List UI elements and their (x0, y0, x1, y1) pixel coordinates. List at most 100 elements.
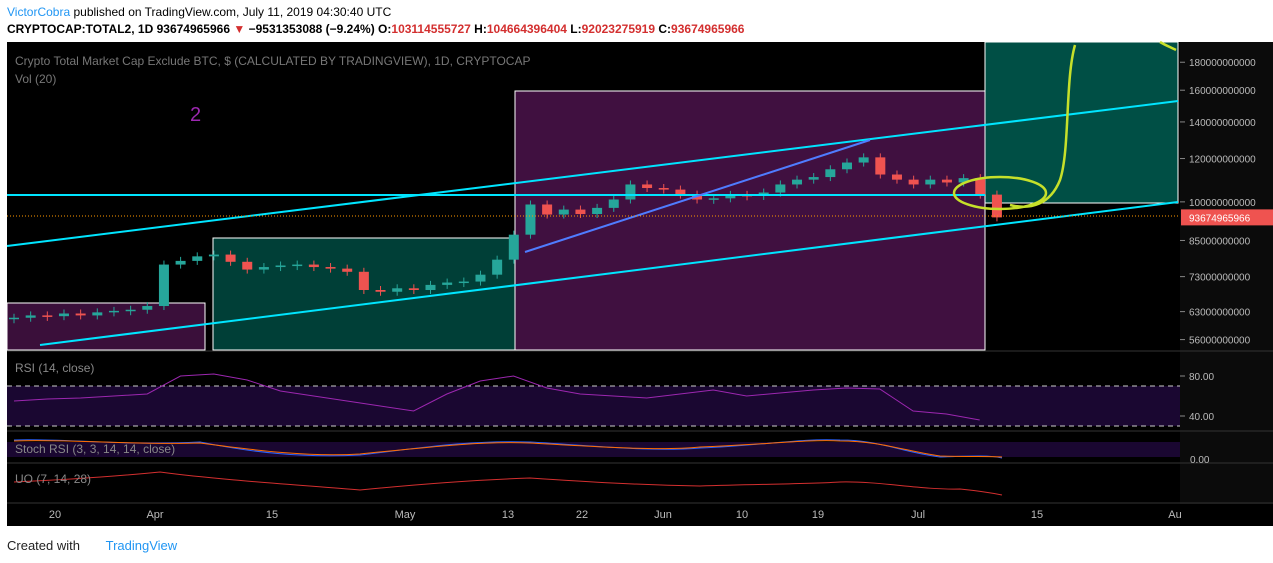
footer: Created with TradingView (7, 538, 177, 553)
author[interactable]: VictorCobra (7, 5, 71, 19)
uo-label: UO (7, 14, 28) (15, 472, 91, 486)
volume-label: Vol (20) (15, 72, 56, 86)
x-tick-label: 13 (502, 509, 514, 521)
l-label: L: (570, 22, 582, 36)
open: 103114555727 (391, 22, 471, 36)
y-tick-label: 80.00 (1189, 372, 1214, 383)
box (984, 41, 1179, 204)
y-tick-label: 140000000000 (1189, 118, 1256, 129)
box (514, 90, 986, 351)
candle (941, 179, 952, 183)
candle (658, 188, 669, 190)
candle (42, 315, 53, 317)
close: 93674965966 (671, 22, 745, 36)
x-tick-label: 10 (736, 509, 748, 521)
x-tick-label: 15 (1031, 509, 1043, 521)
candle (875, 157, 886, 175)
candle (525, 204, 536, 235)
candle (891, 174, 902, 180)
candle (825, 169, 836, 178)
annotation: 2 (190, 104, 201, 126)
candle (275, 265, 286, 268)
box (6, 302, 206, 351)
candle (108, 310, 119, 313)
candle (642, 184, 653, 189)
x-tick-label: May (395, 509, 416, 521)
candle (575, 209, 586, 215)
symbol: CRYPTOCAP:TOTAL2, 1D (7, 22, 154, 36)
candle (958, 178, 969, 183)
published: published on TradingView.com, July 11, 2… (73, 5, 392, 19)
candle (708, 198, 719, 200)
y-tick-label: 73000000000 (1189, 273, 1251, 284)
trend-line (6, 100, 1179, 247)
candle (675, 189, 686, 195)
uo-line (13, 471, 1003, 496)
y-tick-label: 160000000000 (1189, 86, 1256, 97)
y-tick-label: 56000000000 (1189, 336, 1251, 347)
candle (325, 267, 336, 269)
c-label: C: (658, 22, 672, 36)
candle (25, 315, 36, 318)
created: Created with (7, 538, 80, 553)
candle (858, 157, 869, 163)
stoch-d (13, 440, 1003, 458)
candle (175, 260, 186, 265)
rsi-band (7, 386, 1180, 426)
candle (975, 178, 986, 195)
candle (225, 254, 236, 262)
x-tick-label: 15 (266, 509, 278, 521)
y-tick-label: 180000000000 (1189, 58, 1256, 69)
candle (542, 204, 553, 215)
high: 104664396404 (486, 22, 567, 36)
rsi-line (13, 373, 980, 421)
candle (242, 261, 253, 270)
candle (192, 256, 203, 261)
candle (342, 268, 353, 272)
candle (308, 264, 319, 268)
candle (458, 281, 469, 284)
rsi-label: RSI (14, close) (15, 361, 94, 375)
low: 92023275919 (581, 22, 656, 36)
candle (991, 194, 1002, 218)
change: −9531353088 (−9.24%) (248, 22, 375, 36)
brand[interactable]: TradingView (105, 538, 178, 553)
y-tick-label: 100000000000 (1189, 198, 1256, 209)
candle (58, 313, 69, 317)
candle (842, 162, 852, 170)
candle (625, 184, 636, 200)
chart-title: Crypto Total Market Cap Exclude BTC, $ (… (15, 54, 530, 68)
candle (508, 234, 519, 260)
candle (775, 184, 786, 193)
stoch-tick: 0.00 (1190, 455, 1210, 466)
stoch-label: Stoch RSI (3, 3, 14, 14, close) (15, 442, 175, 456)
y-tick-label: 40.00 (1189, 412, 1214, 423)
price: 93674965966 (156, 22, 231, 36)
candle (925, 179, 936, 185)
candle (375, 290, 386, 292)
trend-line (524, 139, 871, 253)
h-label: H: (474, 22, 487, 36)
box (212, 237, 516, 351)
candle (792, 179, 803, 185)
candle (292, 264, 303, 267)
candle (125, 309, 136, 312)
x-tick-label: Jul (911, 509, 925, 521)
candle (142, 306, 153, 310)
arrow: ▼ (233, 22, 246, 36)
candle (808, 177, 819, 180)
y-tick-label: 120000000000 (1189, 155, 1256, 166)
candle (392, 288, 403, 292)
x-tick-label: 19 (812, 509, 824, 521)
candle (492, 259, 503, 275)
y-tick-label: 85000000000 (1189, 236, 1251, 247)
candle (592, 207, 603, 215)
last-price: 93674965966 (1189, 213, 1251, 224)
drawing (1009, 40, 1177, 208)
candle (608, 199, 619, 208)
x-tick-label: 20 (49, 509, 61, 521)
candle (208, 254, 219, 257)
trend-line (39, 201, 1179, 346)
candle (92, 312, 103, 316)
x-tick-label: Au (1168, 509, 1181, 521)
